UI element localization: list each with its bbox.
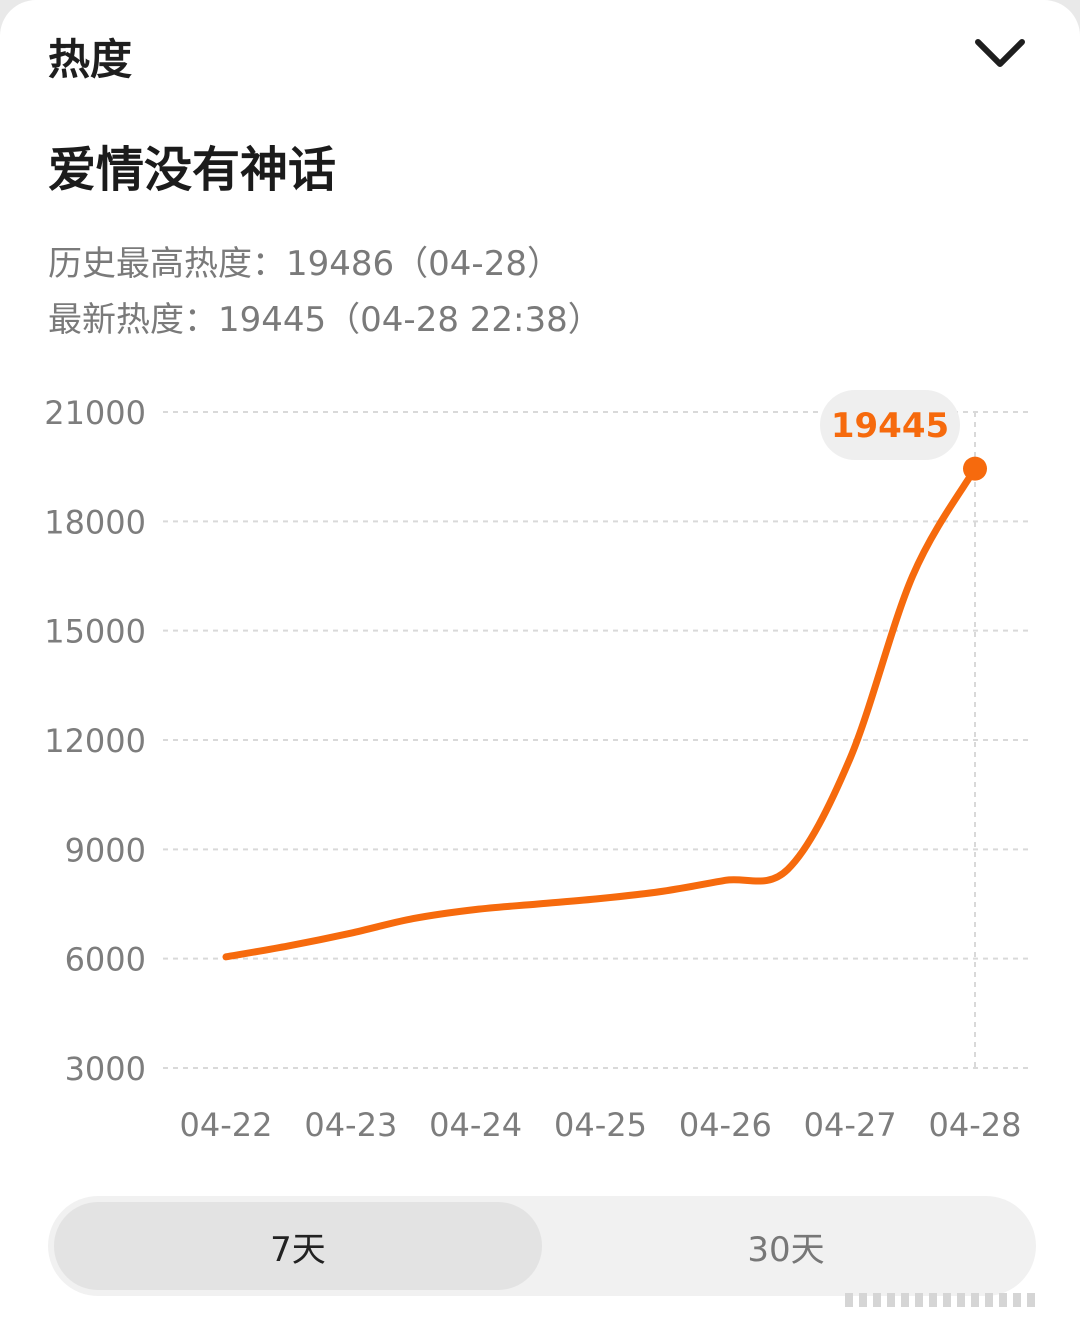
x-tick-label: 04-26	[679, 1106, 772, 1144]
tab-7-days[interactable]: 7天	[54, 1202, 542, 1290]
y-tick-label: 6000	[65, 941, 146, 979]
value-tooltip-label: 19445	[831, 406, 949, 446]
peak-heat-text: 历史最高热度：19486（04-28）	[48, 244, 561, 284]
latest-heat-text: 最新热度：19445（04-28 22:38）	[48, 300, 602, 340]
y-tick-label: 12000	[44, 722, 146, 760]
y-tick-label: 18000	[44, 503, 146, 541]
x-tick-label: 04-22	[180, 1106, 273, 1144]
x-tick-label: 04-23	[304, 1106, 397, 1144]
x-tick-label: 04-27	[804, 1106, 897, 1144]
chevron-down-icon[interactable]	[970, 34, 1030, 74]
latest-value-point	[963, 456, 987, 481]
heat-series-line	[222, 465, 979, 961]
value-tooltip	[820, 390, 960, 460]
card-title: 热度	[48, 35, 133, 84]
x-tick-label: 04-25	[554, 1106, 647, 1144]
period-switch: 7天 30天	[48, 1196, 1036, 1296]
x-tick-label: 04-24	[429, 1106, 522, 1144]
heat-line-chart: 3000 6000 9000 12000 15000 18000 21000 04-22 04-…	[44, 390, 1032, 1144]
y-tick-label: 3000	[65, 1050, 146, 1088]
x-tick-label: 04-28	[929, 1106, 1022, 1144]
watermark-bars	[845, 1293, 1035, 1307]
y-tick-label: 21000	[44, 394, 146, 432]
tab-30-days[interactable]: 30天	[747, 1229, 825, 1270]
topic-title: 爱情没有神话	[48, 142, 337, 198]
y-tick-label: 15000	[44, 613, 146, 651]
y-tick-label: 9000	[65, 831, 146, 869]
